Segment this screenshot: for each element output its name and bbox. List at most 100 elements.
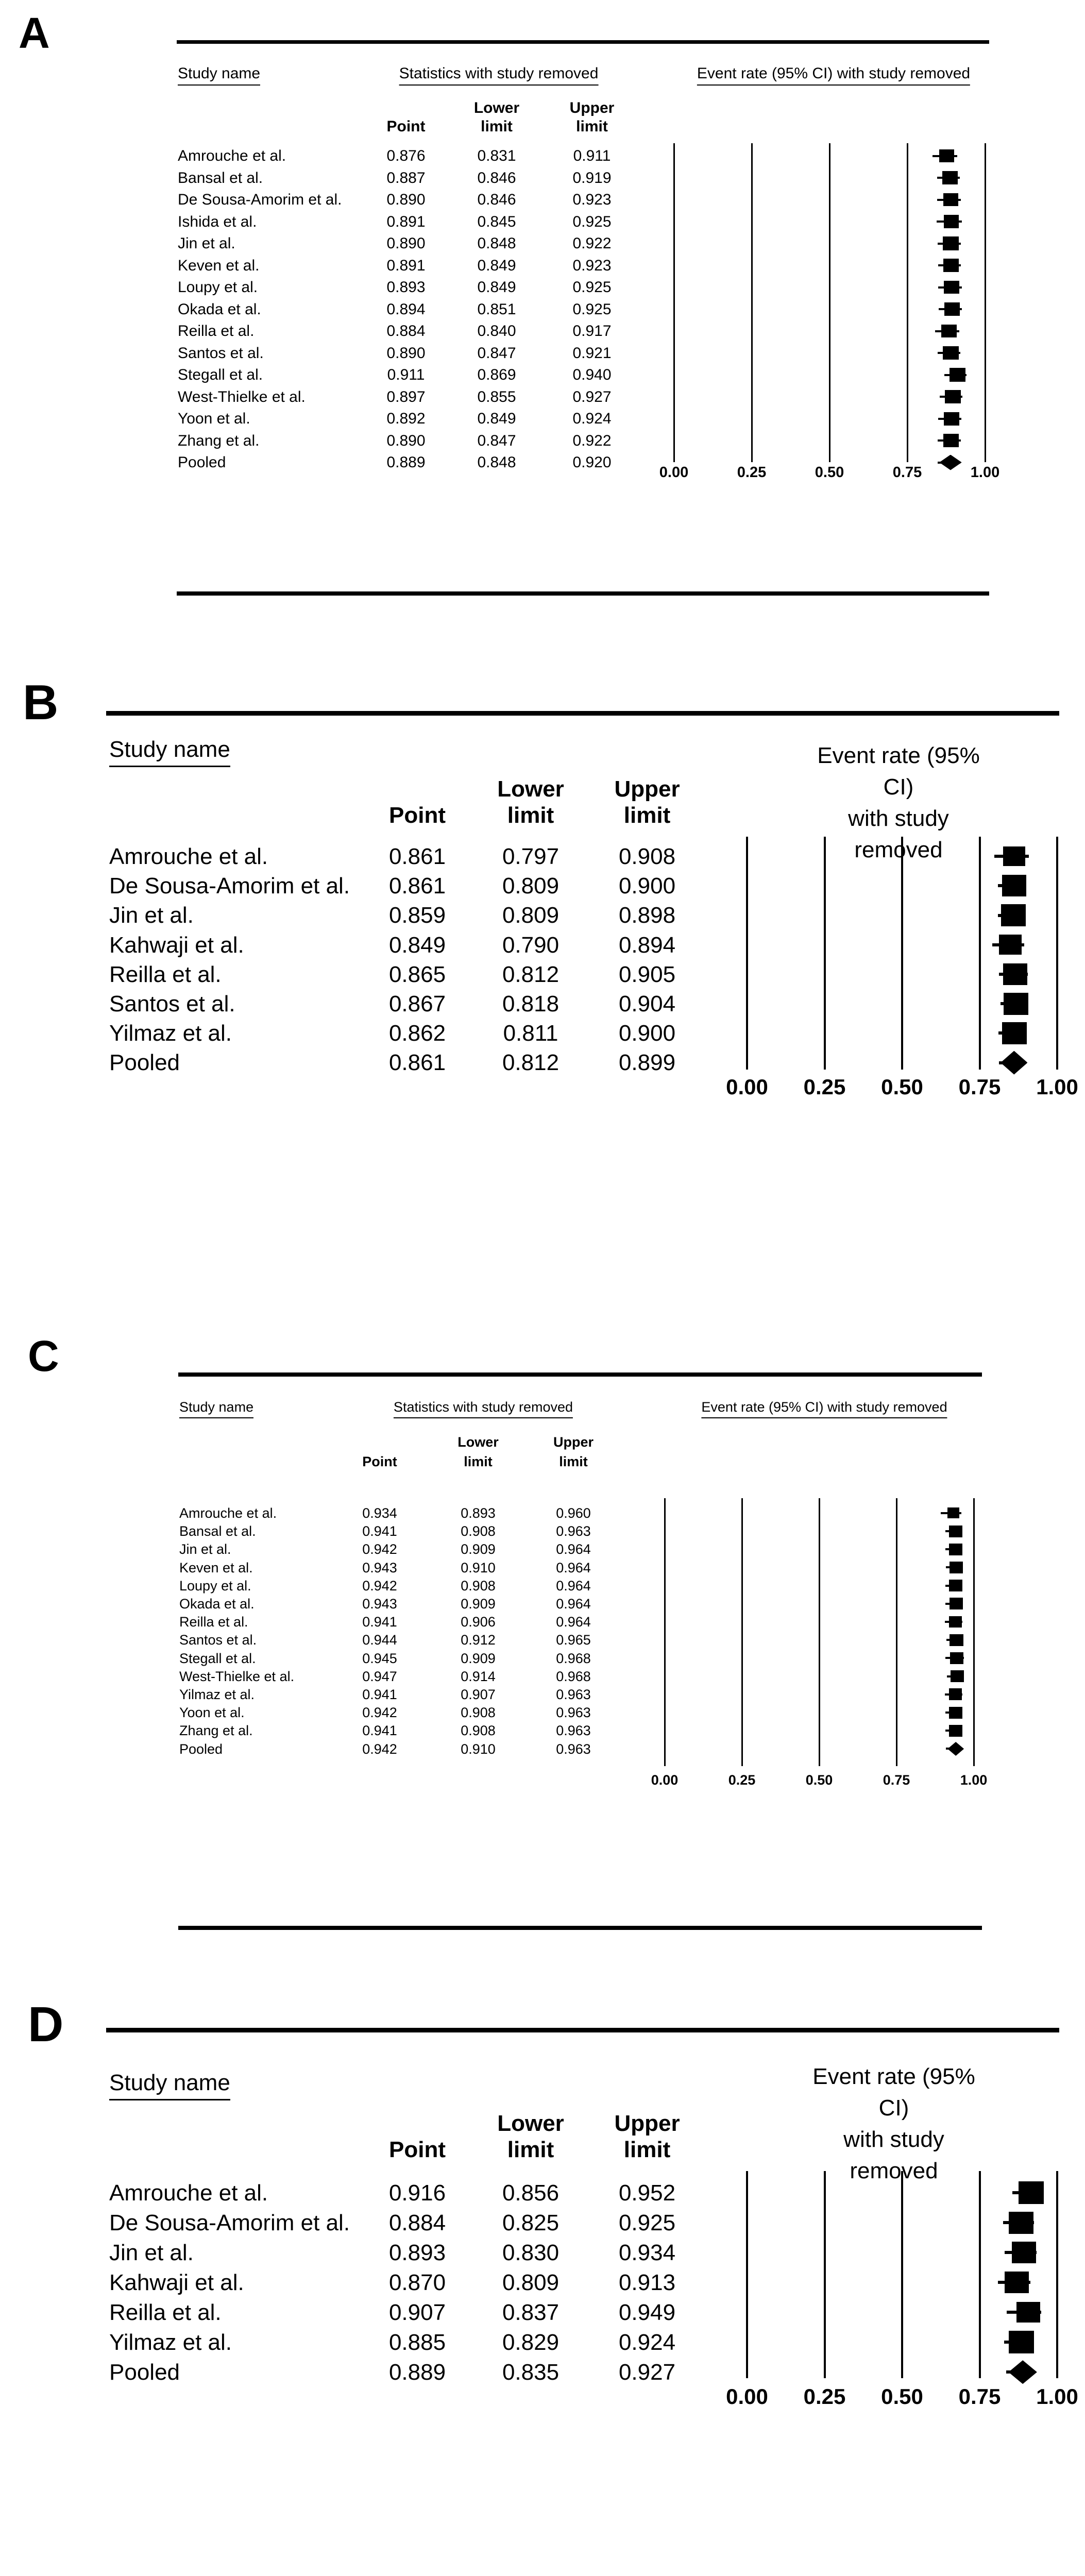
lower-cell: 0.848 [477, 454, 516, 471]
point-cell: 0.890 [386, 191, 426, 208]
axis-line [746, 2171, 748, 2378]
lower-cell: 0.906 [461, 1614, 496, 1630]
study-name-cell: Amrouche et al. [179, 1505, 277, 1521]
lower-cell: 0.840 [477, 323, 516, 340]
study-name-cell: West-Thielke et al. [178, 388, 306, 405]
lower-cell: 0.837 [502, 2300, 560, 2325]
axis-tick-label: 0.50 [805, 1772, 833, 1788]
study-name-cell: Bansal et al. [179, 1523, 256, 1539]
study-name-cell: Okada et al. [179, 1596, 255, 1612]
lower-cell: 0.849 [477, 410, 516, 427]
axis-line [823, 837, 826, 1070]
upper-cell: 0.925 [572, 300, 612, 318]
axis-line [823, 2171, 826, 2378]
axis-line [901, 837, 903, 1070]
lower-limit-column-header: Lower limit [497, 776, 564, 828]
upper-cell: 0.921 [572, 344, 612, 362]
point-cell: 0.941 [362, 1687, 397, 1702]
upper-cell: 0.922 [572, 432, 612, 449]
axis-tick-label: 1.00 [960, 1772, 988, 1788]
point-cell: 0.894 [386, 300, 426, 318]
lower-cell: 0.856 [502, 2180, 560, 2206]
study-name-cell: Jin et al. [179, 1541, 231, 1557]
upper-cell: 0.952 [618, 2180, 676, 2206]
lower-cell: 0.846 [477, 191, 516, 208]
lower-cell: 0.847 [477, 432, 516, 449]
study-name-cell: Ishida et al. [178, 213, 257, 230]
point-cell: 0.884 [388, 2210, 446, 2235]
panel-label: D [28, 1997, 64, 2052]
upper-cell: 0.927 [618, 2360, 676, 2385]
upper-cell: 0.911 [573, 147, 611, 164]
point-cell: 0.907 [388, 2300, 446, 2325]
upper-cell: 0.949 [618, 2300, 676, 2325]
study-name-cell: Santos et al. [178, 344, 264, 362]
top-rule [106, 2028, 1059, 2032]
study-name-cell: Amrouche et al. [109, 2180, 268, 2206]
axis-tick-label: 0.50 [881, 1075, 923, 1099]
lower-limit-column-header: Lower limit [457, 1434, 499, 1469]
axis-line [751, 143, 753, 462]
lower-cell: 0.855 [477, 388, 516, 405]
point-estimate-marker [1005, 2272, 1029, 2294]
lower-cell: 0.818 [502, 991, 560, 1016]
upper-cell: 0.968 [556, 1668, 591, 1684]
axis-tick-label: 0.00 [726, 2384, 768, 2409]
study-name-cell: Pooled [109, 2360, 180, 2385]
pooled-diamond-marker [1001, 1050, 1028, 1075]
point-cell: 0.942 [362, 1741, 397, 1757]
study-name-cell: Yoon et al. [178, 410, 250, 427]
study-name-cell: Kahwaji et al. [109, 932, 244, 958]
point-estimate-marker [943, 346, 959, 360]
point-cell: 0.897 [386, 388, 426, 405]
axis-line [973, 1498, 975, 1766]
point-estimate-marker [1009, 2211, 1034, 2234]
lower-cell: 0.908 [461, 1723, 496, 1739]
point-estimate-marker [943, 236, 959, 250]
point-cell: 0.945 [362, 1650, 397, 1666]
axis-tick-label: 0.75 [892, 464, 922, 481]
upper-cell: 0.925 [572, 279, 612, 296]
point-estimate-marker [943, 215, 959, 228]
lower-cell: 0.812 [502, 961, 560, 987]
point-estimate-marker [1003, 992, 1029, 1015]
study-name-cell: Santos et al. [109, 991, 235, 1016]
point-estimate-marker [1001, 904, 1026, 926]
point-cell: 0.941 [362, 1723, 397, 1739]
point-estimate-marker [949, 1543, 963, 1555]
stats-header: Statistics with study removed [399, 65, 599, 86]
point-estimate-marker [999, 935, 1022, 955]
lower-cell: 0.845 [477, 213, 516, 230]
point-cell: 0.941 [362, 1614, 397, 1630]
study-name-cell: Amrouche et al. [178, 147, 286, 164]
upper-cell: 0.940 [572, 366, 612, 383]
study-name-cell: Santos et al. [179, 1632, 257, 1648]
point-estimate-marker [950, 1652, 963, 1664]
point-cell: 0.890 [386, 344, 426, 362]
point-cell: 0.944 [362, 1632, 397, 1648]
study-name-cell: Jin et al. [109, 2240, 194, 2265]
upper-cell: 0.925 [618, 2210, 676, 2235]
lower-cell: 0.912 [461, 1632, 496, 1648]
axis-tick-label: 1.00 [970, 464, 1000, 481]
point-estimate-marker [1018, 2181, 1044, 2205]
upper-cell: 0.963 [556, 1741, 591, 1757]
pooled-diamond-marker [939, 454, 962, 470]
point-cell: 0.890 [386, 432, 426, 449]
upper-cell: 0.934 [618, 2240, 676, 2265]
point-cell: 0.861 [388, 873, 446, 899]
axis-tick-label: 0.50 [815, 464, 844, 481]
lower-cell: 0.809 [502, 2270, 560, 2295]
point-cell: 0.849 [388, 932, 446, 958]
lower-cell: 0.908 [461, 1523, 496, 1539]
point-estimate-marker [949, 1706, 963, 1719]
axis-tick-label: 1.00 [1036, 2384, 1078, 2409]
point-cell: 0.893 [388, 2240, 446, 2265]
panel-label: A [19, 9, 50, 57]
point-column-header: Point [389, 2137, 446, 2162]
study-name-cell: Keven et al. [178, 257, 260, 274]
upper-cell: 0.923 [572, 191, 612, 208]
study-name-cell: Loupy et al. [179, 1578, 251, 1594]
axis-line [673, 143, 675, 462]
axis-tick-label: 0.25 [803, 1075, 846, 1099]
